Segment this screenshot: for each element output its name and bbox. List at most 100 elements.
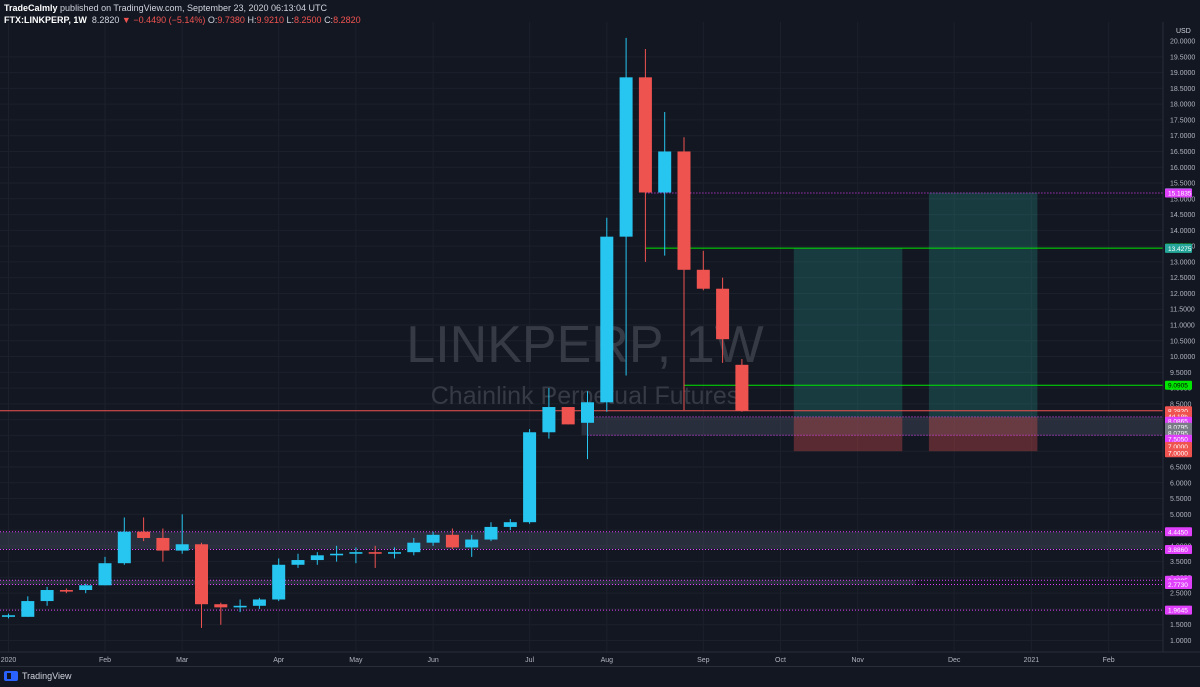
- price-tick-label: 8.5000: [1170, 401, 1192, 408]
- candle-body: [330, 553, 344, 556]
- price-tick-label: 1.0000: [1170, 638, 1192, 645]
- price-label: 1.9645: [1168, 608, 1188, 615]
- time-tick-label: Nov: [851, 657, 864, 664]
- price-change: ▼ −0.4490 (−5.14%): [121, 15, 206, 25]
- price-label: 15.1835: [1168, 191, 1192, 198]
- publish-line: TradeCalmly published on TradingView.com…: [4, 2, 361, 14]
- candle-body: [79, 585, 93, 591]
- low-value: 8.2500: [294, 15, 322, 25]
- time-tick-label: Feb: [99, 657, 111, 664]
- price-tick-label: 5.5000: [1170, 496, 1192, 503]
- price-tick-label: 16.5000: [1170, 149, 1195, 156]
- price-tick-label: 6.5000: [1170, 464, 1192, 471]
- price-label: 7.5050: [1168, 437, 1188, 444]
- currency-label: USD: [1176, 28, 1191, 35]
- time-tick-label: Jul: [525, 657, 534, 664]
- tradingview-logo[interactable]: TradingView: [4, 671, 72, 681]
- time-tick-label: Jun: [427, 657, 438, 664]
- price-tick-label: 13.0000: [1170, 259, 1195, 266]
- time-tick-label: Dec: [948, 657, 961, 664]
- candle-body: [272, 564, 286, 600]
- candle-body: [426, 534, 440, 543]
- candle-body: [619, 77, 633, 237]
- price-tick-label: 14.0000: [1170, 228, 1195, 235]
- candle-body: [117, 531, 131, 564]
- candle-body: [40, 590, 54, 602]
- candle-body: [503, 522, 517, 527]
- watermark-title: LINKPERP, 1W: [406, 316, 763, 374]
- price-tick-label: 11.5000: [1170, 307, 1195, 314]
- price-tick-label: 18.0000: [1170, 102, 1195, 109]
- price-label: 8.0865: [1168, 419, 1188, 426]
- candle-body: [696, 269, 710, 289]
- price-label-bg: [1165, 544, 1192, 554]
- price-labels: 15.192515.183513.435513.42759.09058.2820…: [1165, 188, 1192, 615]
- price-tick-label: 11.0000: [1170, 323, 1195, 330]
- candle-body: [658, 151, 672, 193]
- price-label-bg: [1165, 527, 1192, 537]
- time-tick-label: Apr: [273, 657, 285, 664]
- price-tick-label: 5.0000: [1170, 512, 1192, 519]
- candles: [2, 37, 749, 628]
- candle-body: [175, 544, 189, 551]
- price-tick-label: 2.5000: [1170, 591, 1192, 598]
- candle-body: [252, 599, 266, 606]
- price-label-bg: [1165, 605, 1192, 615]
- candle-body: [388, 552, 401, 554]
- price-label: 13.4275: [1168, 246, 1192, 253]
- long-position-target-zone[interactable]: [793, 248, 903, 418]
- high-value: 9.9210: [256, 15, 284, 25]
- price-label: 8.0795: [1168, 425, 1188, 432]
- author[interactable]: TradeCalmly: [4, 3, 58, 13]
- candle-body: [542, 407, 556, 433]
- position-tools[interactable]: [793, 192, 1038, 452]
- candle-body: [2, 615, 15, 617]
- long-position-stop-zone[interactable]: [793, 417, 903, 452]
- price-label-bg: [1165, 448, 1192, 458]
- brand-name: TradingView: [22, 671, 72, 681]
- candle-body: [638, 77, 652, 193]
- published-info: published on TradingView.com, September …: [60, 3, 328, 13]
- candle-body: [735, 364, 749, 411]
- price-tick-label: 10.5000: [1170, 338, 1195, 345]
- price-label: 8.0795: [1168, 431, 1188, 438]
- time-tick-label: 2020: [1, 657, 17, 664]
- candle-body: [581, 402, 594, 423]
- candle-body: [600, 236, 614, 403]
- price-label-bg: [1165, 380, 1192, 390]
- high-label: H:: [247, 15, 257, 25]
- candle-body: [98, 563, 112, 586]
- price-label: 3.8860: [1168, 547, 1188, 554]
- time-tick-label: Mar: [176, 657, 189, 664]
- price-tick-label: 15.5000: [1170, 181, 1195, 188]
- price-tick-label: 17.0000: [1170, 133, 1195, 140]
- candle-body: [716, 288, 730, 340]
- time-tick-label: Sep: [697, 657, 710, 664]
- symbol-line: FTX:LINKPERP, 1W 8.2820 ▼ −0.4490 (−5.14…: [4, 14, 361, 26]
- time-tick-label: 2021: [1024, 657, 1040, 664]
- support-zone: [581, 416, 1163, 436]
- long-position-target-zone[interactable]: [928, 192, 1038, 418]
- price-tick-label: 10.0000: [1170, 354, 1195, 361]
- symbol[interactable]: FTX:LINKPERP, 1W: [4, 15, 87, 25]
- price-label: 2.7730: [1168, 582, 1188, 589]
- time-axis[interactable]: 2020 Feb Mar Apr May Jun Jul Aug Sep Oct Nov Dec 202…: [1, 657, 1115, 664]
- time-tick-label: May: [349, 657, 363, 664]
- price-label-bg: [1165, 434, 1192, 444]
- grid: [0, 22, 1163, 652]
- time-tick-label: Aug: [601, 657, 614, 664]
- candle-body: [21, 601, 35, 617]
- close-value: 8.2820: [333, 15, 361, 25]
- price-label: 7.0000: [1168, 450, 1188, 457]
- low-label: L:: [286, 15, 295, 25]
- price-tick-label: 18.5000: [1170, 86, 1195, 93]
- close-label: C:: [324, 15, 334, 25]
- price-tick-label: 17.5000: [1170, 117, 1195, 124]
- price-tick-label: 12.0000: [1170, 291, 1195, 298]
- price-tick-label: 1.5000: [1170, 622, 1192, 629]
- price-label: 9.0905: [1168, 383, 1188, 390]
- long-position-stop-zone[interactable]: [928, 417, 1038, 452]
- price-tick-label: 12.5000: [1170, 275, 1195, 282]
- tradingview-icon: [4, 671, 18, 681]
